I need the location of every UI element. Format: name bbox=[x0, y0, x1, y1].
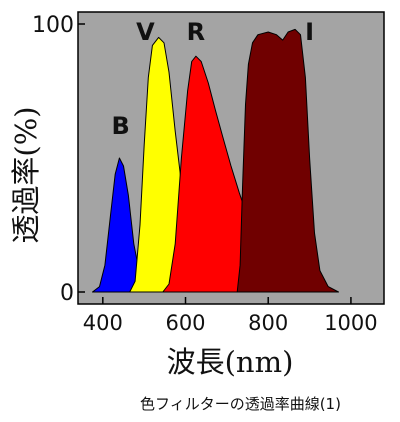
x-tick-label: 800 bbox=[248, 311, 288, 335]
axes-layer: 400 600 800 1000 0 100 bbox=[32, 13, 378, 335]
y-tick-label: 0 bbox=[60, 281, 74, 306]
series-layer: B V R I bbox=[91, 18, 339, 293]
x-tick-label: 600 bbox=[165, 311, 205, 335]
series-R-label: R bbox=[187, 18, 205, 46]
y-tick-label: 100 bbox=[32, 13, 74, 38]
x-tick-label: 1000 bbox=[324, 311, 377, 335]
series-I-label: I bbox=[305, 18, 314, 46]
figure-caption: 色フィルターの透過率曲線(1) bbox=[140, 395, 341, 413]
series-B-label: B bbox=[111, 112, 129, 140]
series-V-label: V bbox=[136, 18, 155, 46]
series-I-curve bbox=[236, 28, 339, 293]
plot-frame bbox=[77, 11, 385, 305]
x-axis-label: 波長(nm) bbox=[167, 345, 294, 379]
x-tick-label: 400 bbox=[83, 311, 123, 335]
y-axis-label: 透過率(%) bbox=[9, 106, 43, 243]
transmission-chart: B V R I 400 600 800 1000 0 100 透過率(%) 波長(nm) bbox=[9, 11, 385, 379]
